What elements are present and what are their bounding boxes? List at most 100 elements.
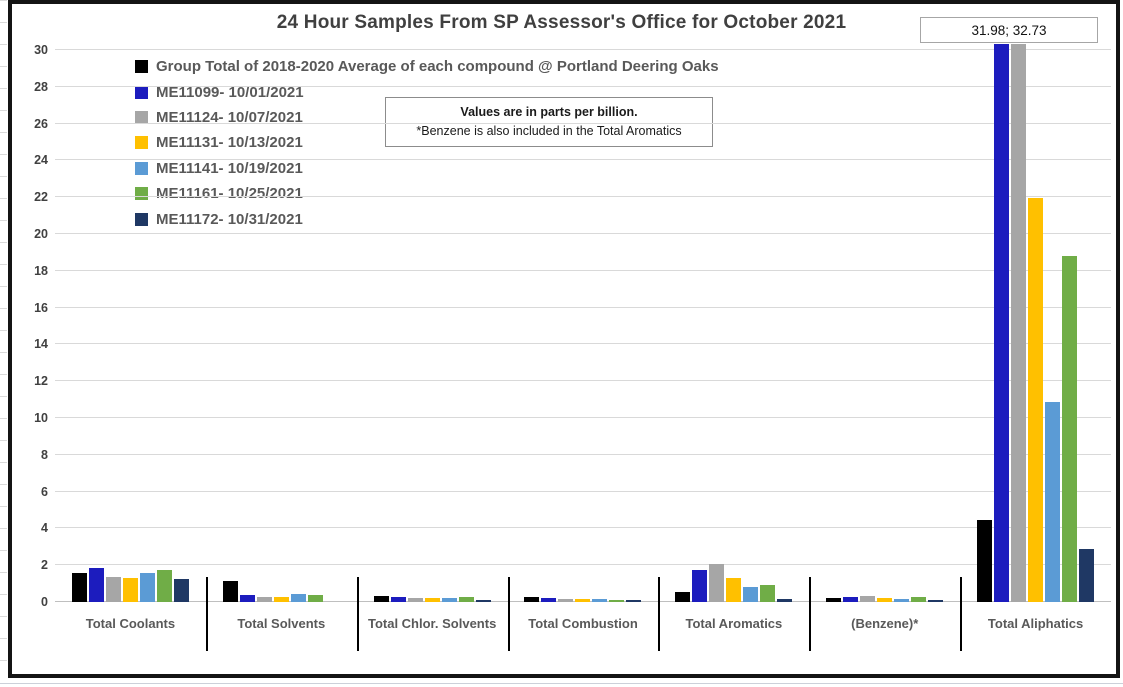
category-label: Total Aliphatics xyxy=(987,616,1084,631)
bar-group xyxy=(960,44,1111,602)
bar xyxy=(1011,44,1027,602)
bar xyxy=(1079,548,1095,602)
category-label: Total Aromatics xyxy=(685,616,783,631)
plot-area[interactable] xyxy=(55,44,1111,602)
bar xyxy=(826,597,842,602)
bar-group xyxy=(55,50,206,602)
legend-item: ME11141- 10/19/2021 xyxy=(135,156,719,181)
category-separator xyxy=(205,577,208,651)
legend-swatch xyxy=(135,85,148,99)
y-axis-tick-label: 12 xyxy=(34,374,48,389)
units-note: Values are in parts per billion. *Benzen… xyxy=(385,97,713,147)
y-axis: 0 2 4 6 8 10 12 14 16 18 20 22 24 26 28 30 xyxy=(6,43,48,609)
y-axis-tick-label: 16 xyxy=(34,300,48,315)
y-axis-tick-label: 18 xyxy=(34,263,48,278)
bar xyxy=(256,596,272,602)
legend-item-label: ME11131- 10/13/2021 xyxy=(156,134,303,152)
legend-item-label: ME11172- 10/31/2021 xyxy=(156,210,303,228)
legend-item-label: ME11141- 10/19/2021 xyxy=(156,159,303,177)
bar xyxy=(592,598,608,602)
bar xyxy=(458,597,474,602)
bar xyxy=(994,44,1010,602)
legend-swatch xyxy=(135,212,148,226)
bar xyxy=(709,564,725,602)
bar xyxy=(88,567,104,602)
y-axis-tick-label: 30 xyxy=(34,43,48,57)
y-axis-tick-label: 26 xyxy=(34,116,48,131)
bar xyxy=(1045,402,1061,602)
legend-item-label: ME11161- 10/25/2021 xyxy=(156,185,303,203)
bar xyxy=(541,598,557,602)
units-note-line1: Values are in parts per billion. xyxy=(460,105,638,120)
bar xyxy=(475,599,491,602)
y-axis-tick-label: 8 xyxy=(41,447,48,462)
legend-item: ME11124- 10/07/2021 xyxy=(135,105,719,130)
gridline xyxy=(55,490,1111,492)
y-axis-tick-label: 10 xyxy=(34,411,48,425)
bar xyxy=(139,573,155,602)
bar xyxy=(156,570,172,602)
bar xyxy=(105,576,121,602)
legend-swatch xyxy=(135,60,148,74)
category-label: Total Coolants xyxy=(85,616,176,631)
bar xyxy=(273,596,289,602)
bar xyxy=(692,570,708,602)
y-axis-tick-label: 20 xyxy=(34,227,48,241)
y-axis-tick-label: 14 xyxy=(34,337,48,352)
chart-title: 24 Hour Samples From SP Assessor's Offic… xyxy=(276,12,847,33)
category-label: Total Combustion xyxy=(528,616,638,631)
bar xyxy=(575,598,591,602)
gridline xyxy=(55,269,1111,271)
legend-swatch xyxy=(135,161,148,175)
bar-group xyxy=(508,50,659,602)
gridline xyxy=(55,233,1111,234)
bar xyxy=(609,600,625,602)
bar xyxy=(407,597,423,602)
bar xyxy=(71,573,87,602)
category-separator xyxy=(809,577,812,651)
bar xyxy=(860,595,876,602)
bar xyxy=(558,599,574,602)
window-edge-line xyxy=(0,683,1123,684)
x-axis-category-labels: Total Coolants Total Solvents Total Chlor.… xyxy=(55,616,1111,631)
category-separator xyxy=(356,577,359,651)
gridline xyxy=(55,417,1111,418)
bar xyxy=(877,597,893,602)
legend-item: ME11131- 10/13/2021 xyxy=(135,130,719,155)
bar xyxy=(843,597,859,602)
y-axis-tick-label: 22 xyxy=(34,190,48,205)
bar xyxy=(1062,256,1078,602)
bar xyxy=(894,599,910,602)
clipped-values-label: 31.98; 32.73 xyxy=(920,17,1098,43)
gridline xyxy=(55,85,1111,87)
legend-item: ME11099- 10/01/2021 xyxy=(135,79,719,104)
bar xyxy=(626,600,642,602)
category-separator xyxy=(507,577,510,651)
legend-item-label: ME11099- 10/01/2021 xyxy=(156,83,304,101)
bar xyxy=(122,578,138,602)
y-axis-tick-label: 24 xyxy=(34,153,48,168)
category-label: Total Solvents xyxy=(237,616,326,631)
bar xyxy=(977,520,993,602)
legend: Group Total of 2018-2020 Average of each… xyxy=(135,54,719,232)
bar xyxy=(373,595,389,602)
gridline xyxy=(55,122,1111,124)
bar xyxy=(239,594,255,602)
bar xyxy=(173,579,189,602)
category-label: Total Chlor. Solvents xyxy=(367,616,497,631)
units-note-line2: *Benzene is also included in the Total A… xyxy=(416,124,682,138)
y-axis-tick-label: 28 xyxy=(34,79,48,94)
bar xyxy=(222,580,238,602)
bar xyxy=(928,600,944,602)
y-axis-tick-label: 4 xyxy=(41,521,48,536)
gridline xyxy=(55,453,1111,455)
legend-item: Group Total of 2018-2020 Average of each… xyxy=(135,54,719,79)
legend-item-label: ME11124- 10/07/2021 xyxy=(156,108,303,126)
category-label: (Benzene)* xyxy=(851,616,919,631)
legend-item-label: Group Total of 2018-2020 Average of each… xyxy=(156,58,719,76)
legend-swatch xyxy=(135,110,148,124)
y-axis-tick-label: 6 xyxy=(41,484,48,499)
bar xyxy=(390,596,406,602)
bar xyxy=(760,585,776,602)
